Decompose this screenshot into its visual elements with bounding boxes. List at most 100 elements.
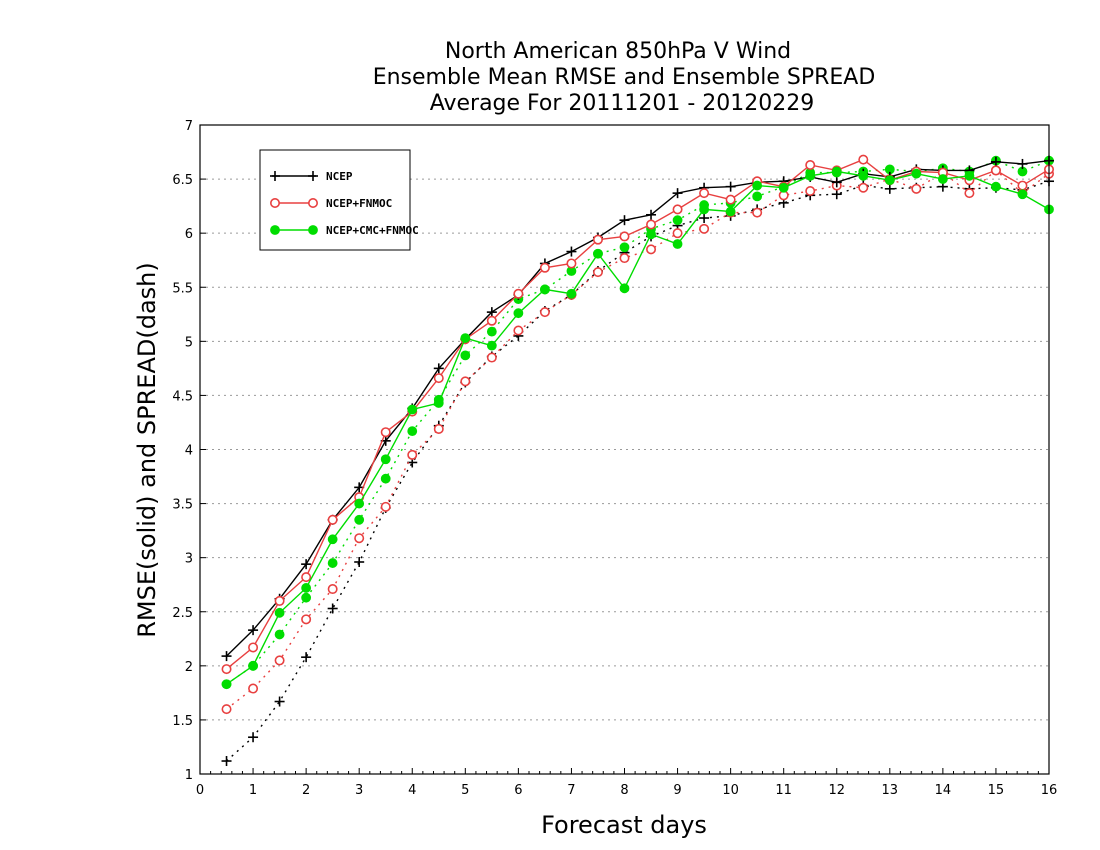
data-point [354, 533, 365, 544]
data-point [380, 454, 391, 465]
data-point [486, 326, 497, 337]
data-point [301, 592, 312, 603]
legend-entry: NCEP [270, 170, 353, 183]
data-point [592, 267, 603, 278]
y-axis: 1 1.5 2 2.5 3 3.5 4 4.5 5 5.5 6 6.5 7 [172, 119, 206, 783]
data-point [699, 188, 710, 199]
chart-title-line-3: Average For 20111201 - 20120229 [430, 91, 815, 116]
data-point [327, 514, 338, 525]
data-point [858, 154, 869, 165]
data-point [460, 376, 471, 387]
data-point [672, 204, 683, 215]
y-tick-label: 1 [185, 768, 193, 783]
x-tick-label: 14 [935, 783, 952, 798]
data-point [911, 183, 922, 194]
data-point [646, 209, 657, 220]
data-point [1017, 180, 1028, 191]
data-point [539, 307, 550, 318]
data-point [248, 732, 259, 743]
x-tick-label: 11 [775, 783, 792, 798]
data-point [407, 449, 418, 460]
x-tick-label: 8 [620, 783, 628, 798]
data-point [221, 664, 232, 675]
y-tick-label: 4.5 [172, 389, 193, 404]
data-point [539, 262, 550, 273]
series-line [226, 180, 1050, 762]
chart-title-line-1: North American 850hPa V Wind [445, 39, 791, 64]
data-point [991, 181, 1001, 192]
data-point [593, 248, 603, 259]
data-point [486, 315, 497, 326]
data-point [301, 583, 312, 593]
data-point [805, 160, 816, 171]
data-point [964, 170, 975, 181]
data-point [831, 177, 842, 188]
x-tick-label: 16 [1041, 783, 1058, 798]
data-point [672, 228, 683, 239]
y-tick-label: 4 [185, 444, 193, 459]
legend: NCEP NCEP+FNMOC NCEP+CMC+FNMOC [259, 149, 419, 251]
data-point [308, 171, 318, 181]
data-point [274, 655, 285, 666]
data-point [301, 572, 312, 583]
x-axis-label: Forecast days [541, 811, 707, 839]
data-point [592, 234, 603, 245]
y-tick-label: 5.5 [172, 281, 193, 296]
data-point [805, 170, 816, 181]
data-point [433, 398, 444, 408]
y-tick-label: 3 [185, 552, 193, 567]
data-point [274, 696, 285, 707]
data-point [646, 219, 657, 230]
data-point [248, 660, 258, 671]
data-point [858, 182, 869, 193]
data-point [274, 607, 285, 618]
data-point [911, 168, 922, 179]
data-point [964, 188, 975, 199]
data-point [805, 185, 816, 196]
data-point [699, 223, 710, 234]
legend-entry: NCEP+CMC+FNMOC [270, 224, 419, 237]
y-tick-label: 2 [185, 660, 193, 675]
legend-box [259, 149, 411, 251]
y-tick-label: 3.5 [172, 498, 193, 513]
y-axis-label: RMSE(solid) and SPREAD(dash) [133, 262, 161, 638]
legend-label: NCEP+FNMOC [326, 197, 392, 210]
data-point [486, 352, 497, 363]
data-point [513, 288, 524, 299]
series-rmse [221, 166, 1054, 690]
data-point [407, 404, 418, 415]
data-point [566, 258, 577, 269]
data-point [831, 189, 842, 200]
data-point [274, 595, 285, 606]
data-point [301, 652, 312, 663]
chart-title-line-2: Ensemble Mean RMSE and Ensemble SPREAD [373, 65, 876, 90]
x-axis: 0 1 2 3 4 5 6 7 8 9 10 11 12 13 14 15 16 [196, 768, 1057, 798]
chart-title: North American 850hPa V Wind Ensemble Me… [373, 39, 876, 116]
data-point [248, 625, 259, 636]
data-point [327, 558, 338, 568]
data-point [619, 231, 630, 242]
data-point [990, 156, 1001, 167]
series-layer [221, 154, 1055, 767]
data-point [1017, 189, 1028, 200]
data-point [619, 253, 630, 264]
data-point [619, 242, 630, 253]
x-tick-label: 7 [567, 783, 575, 798]
legend-label: NCEP+CMC+FNMOC [326, 224, 419, 237]
data-point [513, 308, 524, 319]
data-point [380, 501, 391, 512]
data-point [752, 191, 763, 202]
x-tick-label: 12 [828, 783, 845, 798]
legend-label: NCEP [326, 170, 353, 183]
x-tick-label: 2 [302, 783, 310, 798]
data-point [248, 642, 259, 653]
data-point [274, 629, 285, 640]
data-point [380, 473, 391, 484]
data-point [513, 325, 524, 336]
x-tick-label: 0 [196, 783, 204, 798]
y-tick-label: 2.5 [172, 606, 193, 621]
data-point [221, 679, 232, 690]
data-point [486, 340, 497, 351]
data-point [884, 175, 895, 186]
